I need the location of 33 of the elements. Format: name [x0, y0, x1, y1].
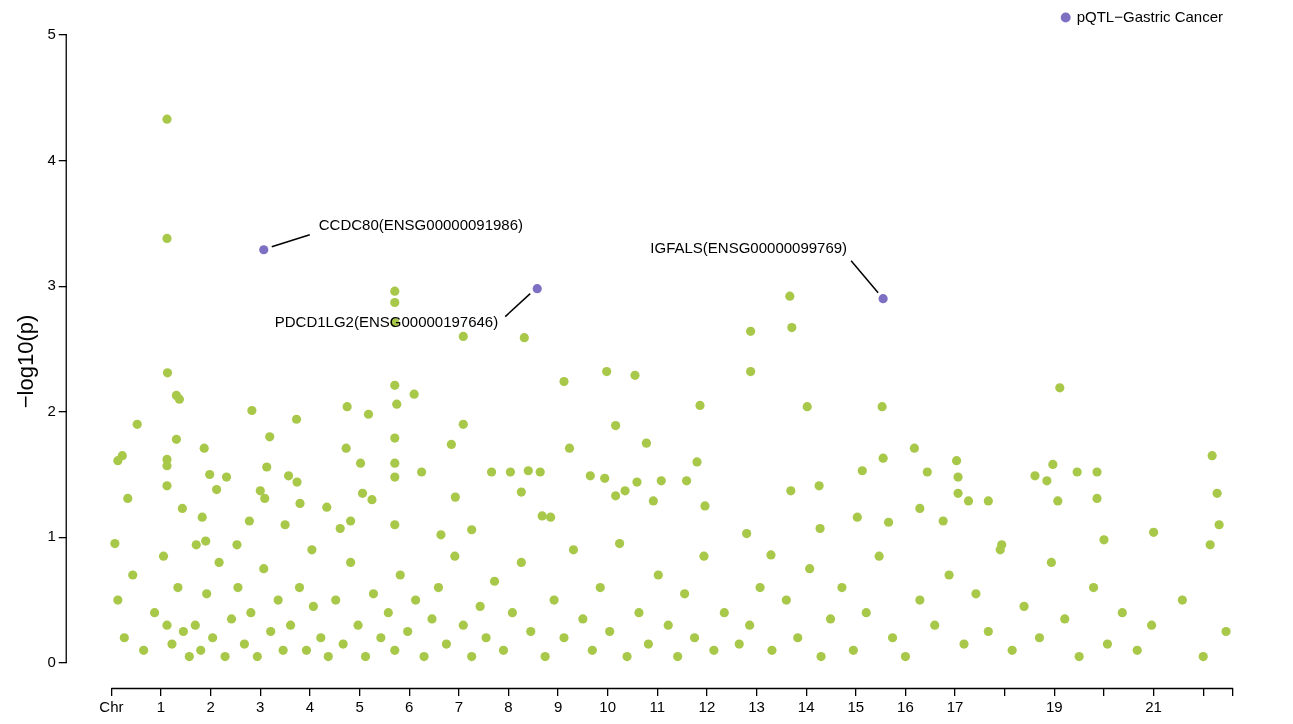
x-tick-label: 17 [946, 698, 964, 716]
x-tick-label: 13 [748, 698, 765, 716]
y-tick-label: 5 [47, 25, 56, 43]
x-tick-label: 2 [206, 698, 215, 716]
y-tick-label: 4 [47, 150, 56, 168]
point [532, 284, 542, 294]
y-tick-label: 3 [47, 276, 56, 294]
x-tick-label: 16 [897, 698, 914, 716]
point [878, 294, 888, 304]
legend-label: pQTL−Gastric Cancer [1076, 7, 1224, 25]
x-tick-label: 10 [599, 698, 617, 716]
annotation: IGFALS(ENSG00000099769) [650, 238, 848, 256]
x-tick-label: 5 [355, 698, 364, 716]
x-tick-label: 6 [405, 698, 414, 716]
x-tick-label: 11 [649, 698, 666, 716]
point [259, 245, 269, 255]
x-tick-label: 12 [698, 698, 716, 716]
x-tick-label: 14 [797, 698, 815, 716]
x-tick-label: 4 [305, 698, 315, 716]
x-tick-label: Chr [99, 698, 124, 716]
x-tick-label: 15 [847, 698, 865, 716]
x-tick-label: 19 [1046, 698, 1063, 716]
x-tick-label: 8 [504, 698, 513, 716]
annotation: CCDC80(ENSG00000091986) [318, 215, 524, 233]
y-tick-label: 1 [47, 527, 56, 545]
x-tick-label: 1 [156, 698, 166, 716]
x-tick-label: 7 [454, 698, 463, 716]
y-tick-label: 0 [47, 653, 56, 671]
x-tick-label: 3 [256, 698, 265, 716]
y-axis-title: −log10(p) [13, 314, 39, 409]
y-tick-label: 2 [47, 401, 56, 419]
x-tick-label: 9 [553, 698, 563, 716]
x-tick-label: 21 [1145, 698, 1162, 716]
